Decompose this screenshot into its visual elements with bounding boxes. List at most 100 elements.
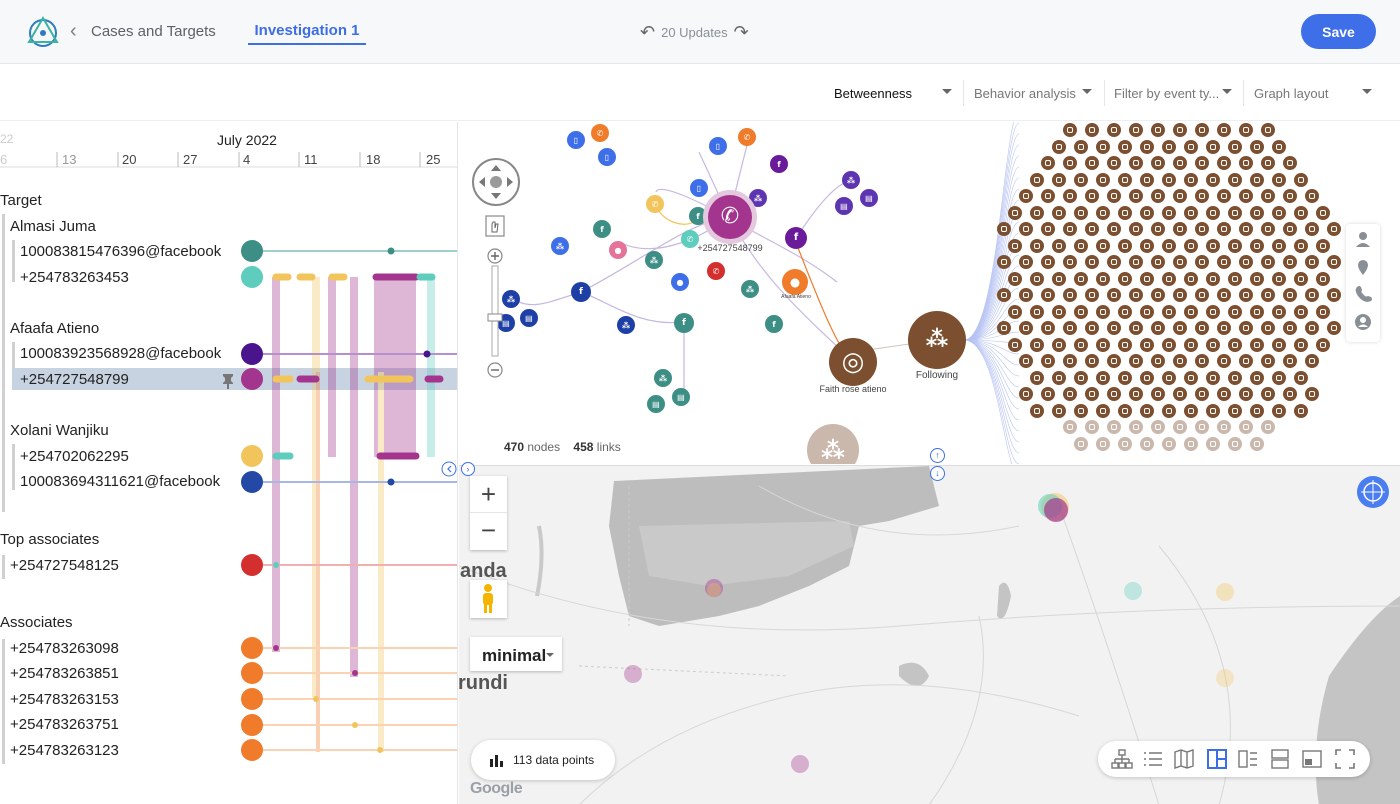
following-account-node[interactable] <box>1096 205 1110 220</box>
following-account-node[interactable] <box>1217 222 1231 236</box>
fullscreen-icon[interactable] <box>1334 748 1356 770</box>
following-account-node[interactable] <box>1107 222 1121 236</box>
following-account-node[interactable] <box>1052 172 1066 187</box>
following-account-node[interactable] <box>1173 222 1187 236</box>
following-account-node[interactable] <box>1305 354 1319 368</box>
following-account-node[interactable] <box>1074 271 1088 286</box>
following-account-node[interactable] <box>1151 156 1165 170</box>
following-account-node[interactable] <box>1217 354 1231 368</box>
following-account-node[interactable] <box>1151 288 1165 302</box>
group-icon[interactable]: ⁂ <box>551 237 569 255</box>
following-account-node[interactable] <box>1184 205 1198 220</box>
following-account-node[interactable] <box>1272 139 1286 154</box>
following-account-node[interactable] <box>1096 403 1110 418</box>
following-account-node[interactable] <box>1250 370 1264 385</box>
following-account-node[interactable] <box>1118 436 1132 451</box>
following-account-node[interactable] <box>1151 387 1165 401</box>
following-account-node[interactable] <box>1294 403 1308 418</box>
following-account-node[interactable] <box>1052 139 1066 154</box>
following-account-node[interactable] <box>1019 387 1033 401</box>
following-account-node[interactable] <box>1140 337 1154 352</box>
event-type-filter[interactable]: Filter by event ty... <box>1114 80 1232 106</box>
following-account-node[interactable] <box>1162 238 1176 253</box>
following-account-node[interactable] <box>1151 420 1165 434</box>
following-account-node[interactable] <box>1129 156 1143 170</box>
following-account-node[interactable] <box>1107 255 1121 269</box>
expand-up-icon[interactable]: ↑ <box>930 448 945 463</box>
following-account-node[interactable] <box>1294 205 1308 220</box>
following-account-node[interactable] <box>1283 321 1297 335</box>
following-account-node[interactable] <box>1041 288 1055 302</box>
following-account-node[interactable] <box>1052 370 1066 385</box>
following-account-node[interactable] <box>1239 222 1253 236</box>
phone-icon[interactable]: ▯ <box>709 137 727 155</box>
following-account-node[interactable] <box>1096 436 1110 451</box>
following-account-node[interactable] <box>1096 238 1110 253</box>
following-account-node[interactable] <box>1173 354 1187 368</box>
associate-row[interactable]: +254783263098 <box>10 640 119 657</box>
following-account-node[interactable] <box>1228 403 1242 418</box>
following-account-node[interactable] <box>1151 189 1165 203</box>
following-account-node[interactable] <box>1162 337 1176 352</box>
following-account-node[interactable] <box>1217 420 1231 434</box>
following-account-node[interactable] <box>1129 255 1143 269</box>
following-account-node[interactable] <box>1173 288 1187 302</box>
following-account-node[interactable] <box>1250 271 1264 286</box>
following-account-node[interactable] <box>1162 304 1176 319</box>
following-account-node[interactable] <box>1272 172 1286 187</box>
data-points-chip[interactable]: 113 data points <box>471 740 615 780</box>
following-account-node[interactable] <box>1305 222 1319 236</box>
following-account-node[interactable] <box>997 321 1011 335</box>
following-account-node[interactable] <box>1107 189 1121 203</box>
following-account-node[interactable] <box>1173 420 1187 434</box>
document-icon[interactable]: ▤ <box>672 388 690 406</box>
following-account-node[interactable] <box>1239 288 1253 302</box>
following-account-node[interactable] <box>1217 387 1231 401</box>
following-account-node[interactable] <box>997 255 1011 269</box>
following-account-node[interactable] <box>1228 370 1242 385</box>
following-account-node[interactable] <box>1206 172 1220 187</box>
following-account-node[interactable] <box>1107 288 1121 302</box>
following-account-node[interactable] <box>1239 420 1253 434</box>
following-account-node[interactable] <box>1316 304 1330 319</box>
following-account-node[interactable] <box>1107 354 1121 368</box>
following-account-node[interactable] <box>1239 123 1253 137</box>
following-account-node[interactable] <box>1019 222 1033 236</box>
following-account-node[interactable] <box>1008 205 1022 220</box>
following-account-node[interactable] <box>1074 337 1088 352</box>
following-account-node[interactable] <box>1228 139 1242 154</box>
graph-layout-select[interactable]: Graph layout <box>1254 80 1372 106</box>
following-account-node[interactable] <box>1283 288 1297 302</box>
following-account-node[interactable] <box>1140 403 1154 418</box>
following-account-node[interactable] <box>1283 189 1297 203</box>
following-account-node[interactable] <box>1261 123 1275 137</box>
associate-row[interactable]: +254727548125 <box>10 557 119 574</box>
following-account-node[interactable] <box>1195 189 1209 203</box>
following-account-node[interactable] <box>1173 255 1187 269</box>
following-account-node[interactable] <box>1250 436 1264 451</box>
following-account-node[interactable] <box>1250 205 1264 220</box>
person-icon[interactable]: ● <box>609 241 627 259</box>
following-account-node[interactable] <box>1074 238 1088 253</box>
following-account-node[interactable] <box>1008 304 1022 319</box>
following-account-node[interactable] <box>1250 403 1264 418</box>
call-icon[interactable]: ✆ <box>707 262 725 280</box>
following-account-node[interactable] <box>1019 354 1033 368</box>
following-account-node[interactable] <box>1195 255 1209 269</box>
following-account-node[interactable] <box>1294 238 1308 253</box>
associate-row[interactable]: +254783263751 <box>10 716 119 733</box>
following-account-node[interactable] <box>1261 255 1275 269</box>
following-account-node[interactable] <box>1195 156 1209 170</box>
following-account-node[interactable] <box>1052 238 1066 253</box>
following-account-node[interactable] <box>1305 387 1319 401</box>
following-account-node[interactable] <box>1063 420 1077 434</box>
following-account-node[interactable] <box>1030 205 1044 220</box>
following-account-node[interactable] <box>1107 156 1121 170</box>
stacked-view-icon[interactable] <box>1269 748 1291 770</box>
following-account-node[interactable] <box>1206 403 1220 418</box>
following-account-node[interactable] <box>1074 370 1088 385</box>
map-zoom-in-icon[interactable]: + <box>470 476 507 513</box>
following-account-node[interactable] <box>1250 337 1264 352</box>
facebook-node[interactable]: f <box>674 313 694 333</box>
following-account-node[interactable] <box>1294 304 1308 319</box>
